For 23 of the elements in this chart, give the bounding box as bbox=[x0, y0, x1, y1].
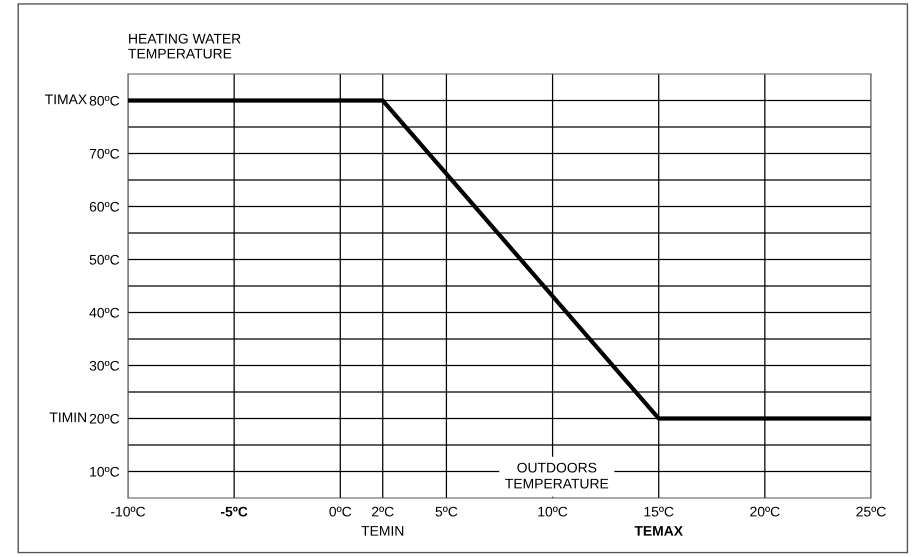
y-tick-label: 50ºC bbox=[90, 254, 120, 265]
y-tick-label: 80ºC bbox=[90, 96, 120, 106]
x-tick-label: 5ºC bbox=[436, 506, 458, 517]
y-tick-label: 20ºC bbox=[90, 414, 120, 424]
x-tick-label: -5ºC bbox=[220, 506, 248, 517]
y-tick-label: 70ºC bbox=[90, 148, 120, 159]
annotation: OUTDOORS TEMPERATURE bbox=[505, 462, 608, 489]
text: TIMIN bbox=[50, 412, 86, 422]
y-tick-label: 40ºC bbox=[89, 308, 120, 318]
x-tick-label: 2ºC bbox=[372, 506, 394, 517]
x-tick-label: 25ºC bbox=[856, 506, 886, 517]
x-tick-label: -10ºC bbox=[111, 506, 146, 517]
x-tick-label: 10ºC bbox=[538, 506, 568, 517]
x-tick-label: 20ºC bbox=[750, 506, 780, 517]
x-tick-label: 15ºC bbox=[644, 506, 674, 517]
y-tick-label: 30ºC bbox=[90, 360, 120, 371]
text: TEMAX bbox=[634, 526, 683, 536]
y-axis-title: HEATING WATER TEMPERATURE bbox=[128, 34, 241, 59]
text: TIMAX bbox=[45, 94, 87, 104]
y-tick-label: 60ºC bbox=[90, 202, 120, 212]
y-tick-label: 10ºC bbox=[90, 466, 120, 477]
text: TEMIN bbox=[361, 526, 404, 536]
x-tick-label: 0ºC bbox=[329, 506, 352, 517]
